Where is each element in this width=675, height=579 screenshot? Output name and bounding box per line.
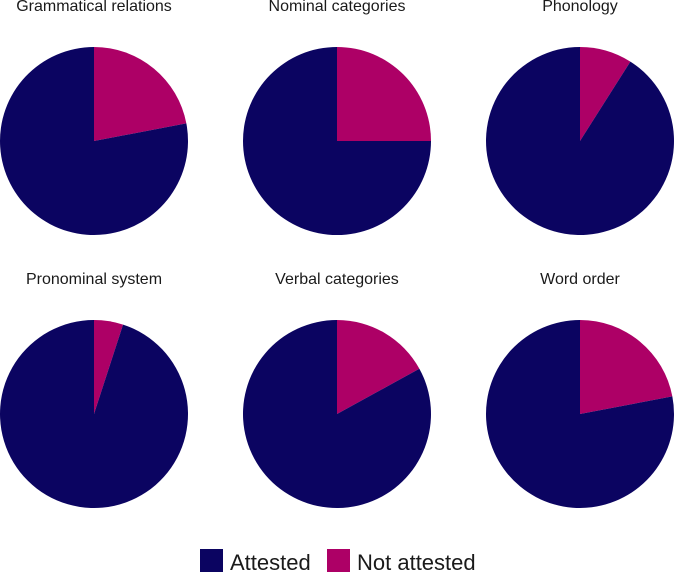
legend: Attested Not attested [200, 549, 476, 575]
legend-label-attested: Attested [230, 550, 311, 575]
pie-slice-grammatical-relations-not-attested [94, 47, 187, 141]
pie-title-grammatical-relations: Grammatical relations [16, 0, 172, 15]
legend-swatch-not-attested [327, 549, 350, 572]
pie-title-phonology: Phonology [542, 0, 618, 15]
pie-slice-phonology-not-attested [580, 47, 631, 141]
pie-slice-phonology-attested [486, 47, 675, 235]
pie-slice-word-order-not-attested [580, 320, 673, 414]
pie-slice-pronominal-system-not-attested [94, 320, 124, 414]
pie-slice-verbal-categories-attested [242, 320, 431, 508]
pie-title-verbal-categories: Verbal categories [275, 271, 399, 288]
pies-group: Grammatical relations Nominal categories P… [0, 0, 675, 509]
pie-slice-nominal-categories-not-attested [337, 47, 431, 141]
pie-title-pronominal-system: Pronominal system [26, 271, 162, 288]
legend-label-not-attested: Not attested [357, 550, 476, 575]
pie-title-nominal-categories: Nominal categories [269, 0, 406, 15]
pie-slice-grammatical-relations-attested [0, 47, 189, 235]
pie-slice-pronominal-system-attested [0, 320, 189, 509]
pie-slice-word-order-attested [486, 320, 675, 508]
pie-slice-verbal-categories-not-attested [337, 320, 420, 414]
pie-slice-nominal-categories-attested [243, 47, 431, 235]
pie-title-word-order: Word order [540, 271, 620, 288]
legend-swatch-attested [200, 549, 223, 572]
